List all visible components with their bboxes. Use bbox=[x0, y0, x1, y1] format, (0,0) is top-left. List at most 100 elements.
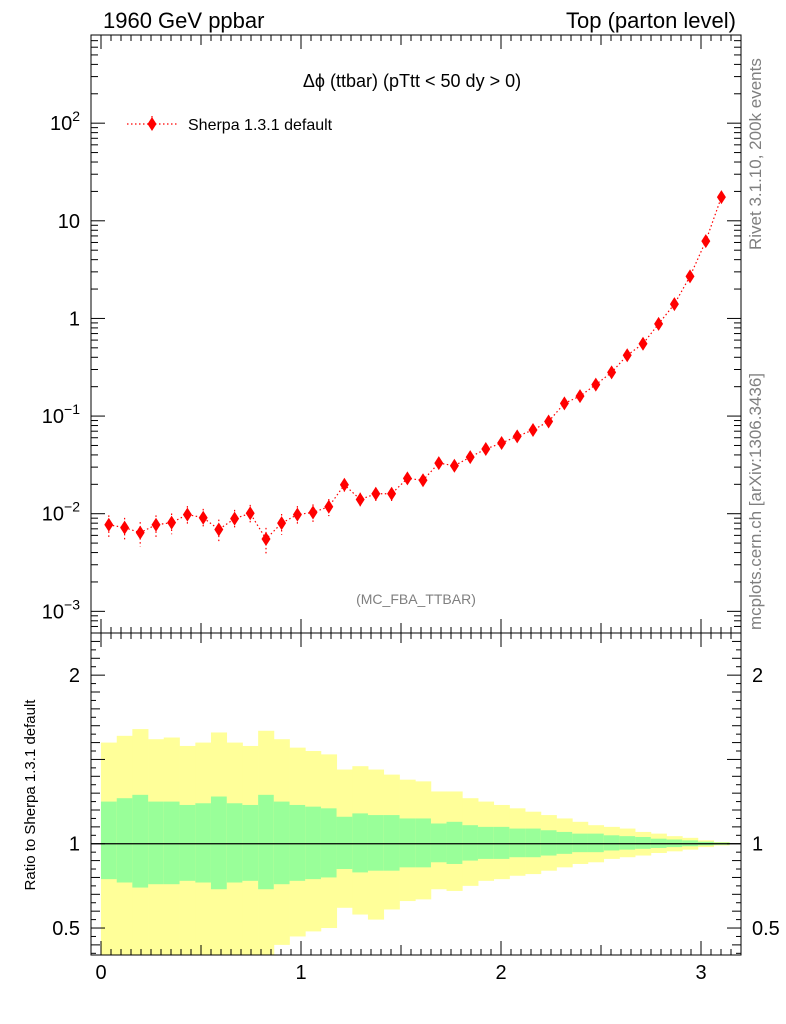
stat-uncertainty-band bbox=[305, 806, 322, 880]
stat-uncertainty-band bbox=[100, 801, 118, 880]
data-point bbox=[591, 377, 601, 392]
ratio-y-tick-labels: 0.5 0.5 1 1 2 2 bbox=[52, 665, 780, 940]
data-point bbox=[512, 429, 522, 444]
ratio-y-tick-label-left: 0.5 bbox=[52, 918, 80, 940]
data-point bbox=[716, 190, 726, 205]
stat-uncertainty-band bbox=[242, 804, 259, 881]
main-plot-title: Δϕ (ttbar) (pTtt < 50 dy > 0) bbox=[303, 71, 521, 91]
legend-entry-label: Sherpa 1.3.1 default bbox=[188, 117, 333, 134]
stat-uncertainty-band bbox=[116, 798, 133, 883]
data-point bbox=[387, 486, 397, 501]
stat-uncertainty-band bbox=[320, 808, 338, 878]
y-tick-label: 102 bbox=[50, 108, 80, 135]
stat-uncertainty-band bbox=[493, 826, 510, 859]
ratio-y-axis-label: Ratio to Sherpa 1.3.1 default bbox=[22, 699, 39, 891]
stat-uncertainty-band bbox=[367, 815, 385, 871]
data-point bbox=[575, 389, 585, 404]
data-point bbox=[701, 234, 711, 249]
main-y-tick-labels: 10−3 10−2 10−1 1 10 102 bbox=[42, 108, 80, 623]
data-point bbox=[355, 492, 365, 507]
data-point bbox=[245, 506, 255, 521]
y-tick-label: 10−3 bbox=[42, 596, 80, 623]
data-point bbox=[402, 471, 412, 486]
stat-uncertainty-band bbox=[195, 803, 212, 883]
data-point bbox=[528, 423, 538, 438]
mcplots-credit-label: mcplots.cern.ch [arXiv:1306.3436] bbox=[746, 373, 765, 630]
data-point bbox=[434, 456, 444, 471]
stat-uncertainty-band bbox=[462, 825, 479, 861]
data-point bbox=[308, 505, 318, 520]
data-point bbox=[167, 515, 177, 530]
x-tick-label: 2 bbox=[495, 962, 506, 984]
ratio-panel: 0.5 0.5 1 1 2 2 0 1 2 3 Ratio to Sherpa 1.3.1 de… bbox=[22, 632, 780, 984]
ratio-axis-ticks bbox=[90, 632, 742, 955]
stat-uncertainty-band bbox=[509, 828, 526, 858]
data-point bbox=[261, 532, 271, 547]
x-tick-label: 3 bbox=[695, 962, 706, 984]
data-point bbox=[324, 499, 334, 514]
stat-uncertainty-band bbox=[148, 801, 165, 885]
data-point bbox=[371, 486, 381, 501]
ratio-plot-content bbox=[91, 729, 741, 955]
y-tick-label: 10 bbox=[58, 211, 80, 233]
ratio-y-tick-label-right: 0.5 bbox=[752, 918, 780, 940]
stat-uncertainty-band bbox=[132, 794, 149, 888]
legend-marker bbox=[147, 117, 157, 131]
data-point bbox=[198, 510, 208, 525]
stat-uncertainty-band bbox=[352, 813, 369, 873]
data-point bbox=[151, 517, 161, 532]
stat-uncertainty-band bbox=[572, 833, 589, 853]
data-point bbox=[135, 525, 145, 540]
data-point bbox=[418, 473, 428, 488]
stat-uncertainty-band bbox=[635, 836, 652, 849]
data-point bbox=[607, 365, 617, 380]
data-point bbox=[292, 507, 302, 522]
data-point bbox=[449, 458, 459, 473]
stat-uncertainty-band bbox=[525, 828, 542, 858]
data-point bbox=[559, 396, 569, 411]
stat-uncertainty-band bbox=[258, 794, 275, 890]
stat-uncertainty-band bbox=[446, 821, 463, 864]
stat-uncertainty-band bbox=[336, 816, 353, 870]
data-point bbox=[622, 348, 632, 363]
data-point bbox=[685, 269, 695, 284]
analysis-annotation: (MC_FBA_TTBAR) bbox=[356, 591, 476, 607]
stat-uncertainty-band bbox=[587, 833, 605, 853]
stat-uncertainty-band bbox=[179, 804, 196, 881]
data-point bbox=[182, 507, 192, 522]
y-tick-label: 1 bbox=[69, 308, 80, 330]
data-point bbox=[120, 520, 130, 535]
main-plot-content bbox=[104, 190, 726, 555]
x-tick-label: 1 bbox=[295, 962, 306, 984]
ratio-panel-frame bbox=[90, 632, 742, 956]
stat-uncertainty-band bbox=[477, 826, 495, 859]
stat-uncertainty-band bbox=[415, 818, 432, 868]
data-point bbox=[339, 477, 349, 492]
ratio-y-tick-label-right: 2 bbox=[752, 665, 763, 687]
data-point bbox=[497, 435, 507, 450]
data-point bbox=[654, 316, 664, 331]
stat-uncertainty-band bbox=[603, 835, 620, 851]
data-point bbox=[214, 522, 224, 537]
header-right-label: Top (parton level) bbox=[566, 8, 736, 33]
ratio-y-tick-label-left: 2 bbox=[69, 665, 80, 687]
stat-uncertainty-band bbox=[556, 831, 573, 854]
y-tick-label: 10−2 bbox=[42, 499, 80, 526]
data-point bbox=[544, 414, 554, 429]
rivet-version-label: Rivet 3.1.10, 200k events bbox=[746, 58, 765, 250]
series-line bbox=[108, 196, 722, 541]
ratio-y-tick-label-left: 1 bbox=[69, 834, 80, 856]
data-point bbox=[669, 297, 679, 312]
stat-uncertainty-band bbox=[383, 815, 400, 871]
stat-uncertainty-band bbox=[289, 804, 306, 881]
data-point bbox=[481, 441, 491, 456]
data-point bbox=[277, 516, 287, 531]
stat-uncertainty-band bbox=[540, 830, 557, 856]
ratio-y-tick-label-right: 1 bbox=[752, 834, 763, 856]
legend: Sherpa 1.3.1 default bbox=[127, 116, 333, 134]
stat-uncertainty-band bbox=[210, 796, 228, 890]
stat-uncertainty-band bbox=[430, 823, 448, 863]
data-point bbox=[230, 511, 240, 526]
stat-uncertainty-band bbox=[619, 836, 636, 850]
